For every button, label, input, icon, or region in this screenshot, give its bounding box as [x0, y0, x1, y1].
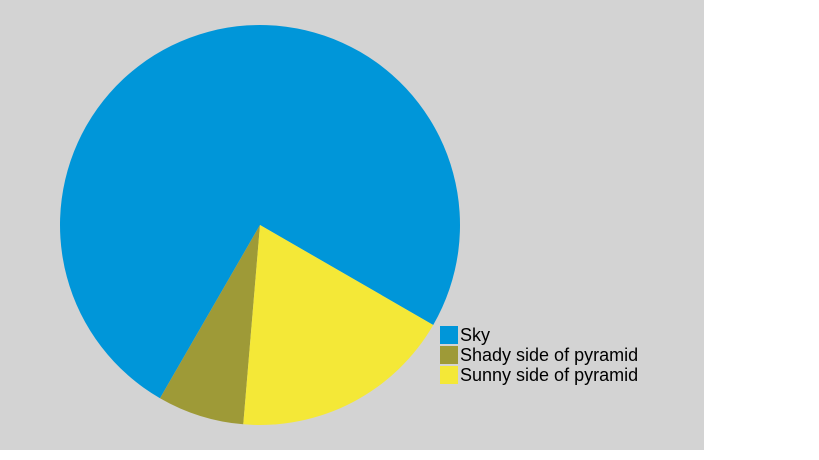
legend-label-shady-side-of-pyramid: Shady side of pyramid	[460, 345, 638, 365]
legend-swatch-sunny-side-of-pyramid	[440, 366, 458, 384]
pie-slice-sunny-side-of-pyramid	[243, 225, 434, 426]
legend-swatch-shady-side-of-pyramid	[440, 346, 458, 364]
pie-slice-shady-side-of-pyramid	[160, 225, 260, 425]
chart-panel: Sky Shady side of pyramid Sunny side of py…	[0, 0, 704, 450]
legend-label-sunny-side-of-pyramid: Sunny side of pyramid	[460, 365, 638, 385]
pie-slices	[60, 25, 461, 426]
legend-label-sky: Sky	[460, 325, 490, 345]
pie-slice-sky	[60, 25, 461, 399]
legend-swatch-sky	[440, 326, 458, 344]
